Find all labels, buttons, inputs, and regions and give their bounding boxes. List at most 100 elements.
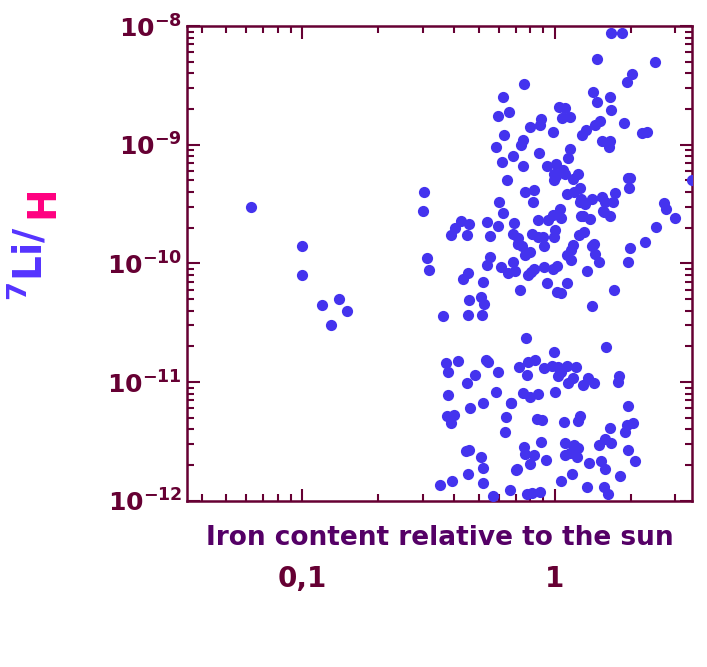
Point xyxy=(562,378,573,389)
Point xyxy=(567,373,578,384)
Point xyxy=(564,144,575,155)
Point xyxy=(534,487,546,498)
Point xyxy=(534,148,545,159)
Point xyxy=(477,463,489,474)
Point xyxy=(497,92,508,103)
Point xyxy=(568,173,579,184)
Point xyxy=(605,27,617,38)
Point xyxy=(542,277,553,288)
Point xyxy=(595,116,606,127)
Point xyxy=(593,440,604,450)
Point xyxy=(508,217,520,228)
Point xyxy=(553,102,564,113)
Point xyxy=(513,238,524,249)
Point xyxy=(547,263,559,274)
Point xyxy=(660,203,672,214)
Point xyxy=(604,135,615,146)
Point xyxy=(686,175,698,185)
Point xyxy=(588,239,600,249)
Point xyxy=(520,187,531,197)
Point xyxy=(559,103,571,113)
Point xyxy=(538,261,549,272)
Point xyxy=(445,418,456,428)
Point xyxy=(500,427,511,438)
Point xyxy=(560,450,571,460)
Point xyxy=(622,256,633,267)
Point xyxy=(529,185,540,195)
Point xyxy=(548,174,559,185)
Point xyxy=(564,448,575,459)
Point xyxy=(621,77,633,87)
Point xyxy=(542,160,553,171)
Point xyxy=(573,169,584,179)
Point xyxy=(492,221,503,231)
Point xyxy=(565,111,576,122)
Point xyxy=(535,113,547,124)
Point xyxy=(508,256,519,267)
Text: 1: 1 xyxy=(545,566,564,594)
Point xyxy=(600,464,611,474)
Point xyxy=(334,294,345,305)
Point xyxy=(479,298,490,309)
Point xyxy=(518,161,529,171)
Point xyxy=(558,417,569,428)
Point xyxy=(498,129,509,140)
Point xyxy=(568,239,579,250)
Point xyxy=(443,367,454,378)
Point xyxy=(476,452,487,462)
Point xyxy=(477,398,489,409)
Point xyxy=(521,370,532,381)
Point xyxy=(537,231,549,242)
Point xyxy=(532,214,544,225)
Point xyxy=(481,216,493,227)
Point xyxy=(575,194,587,205)
Point xyxy=(642,127,653,137)
Text: $\mathbf{H}$: $\mathbf{H}$ xyxy=(27,191,65,222)
Point xyxy=(614,471,625,482)
Point xyxy=(637,128,648,139)
Point xyxy=(484,252,496,263)
Point xyxy=(440,358,452,369)
Point xyxy=(525,122,536,133)
Point xyxy=(670,212,681,223)
Point xyxy=(522,357,533,368)
Point xyxy=(477,309,488,320)
Point xyxy=(540,454,551,465)
Point xyxy=(501,174,513,185)
Point xyxy=(568,440,580,450)
Point xyxy=(525,247,536,257)
Point xyxy=(650,222,662,233)
Point xyxy=(511,464,522,474)
Point xyxy=(555,366,566,377)
Point xyxy=(325,320,337,331)
Point xyxy=(559,438,571,448)
Point xyxy=(557,165,568,175)
Point xyxy=(617,28,628,39)
Point xyxy=(650,57,661,67)
Point xyxy=(536,436,547,447)
Point xyxy=(549,387,560,398)
Point xyxy=(584,213,595,224)
Point xyxy=(498,207,509,218)
Point xyxy=(522,269,534,280)
Point xyxy=(566,255,577,265)
Point xyxy=(604,210,616,221)
Point xyxy=(477,277,489,287)
Point xyxy=(480,355,491,366)
Point xyxy=(561,189,573,199)
Point xyxy=(556,476,567,486)
Point xyxy=(624,183,635,193)
Point xyxy=(600,434,611,444)
Point xyxy=(629,456,641,466)
Point xyxy=(556,213,567,223)
Point xyxy=(581,265,592,276)
Point xyxy=(519,250,530,261)
Point xyxy=(417,206,428,217)
Point xyxy=(526,266,537,277)
Point xyxy=(604,91,616,102)
Point xyxy=(509,265,520,276)
Point xyxy=(341,305,352,316)
Point xyxy=(488,490,499,501)
Point xyxy=(563,153,574,163)
Point xyxy=(317,299,328,310)
